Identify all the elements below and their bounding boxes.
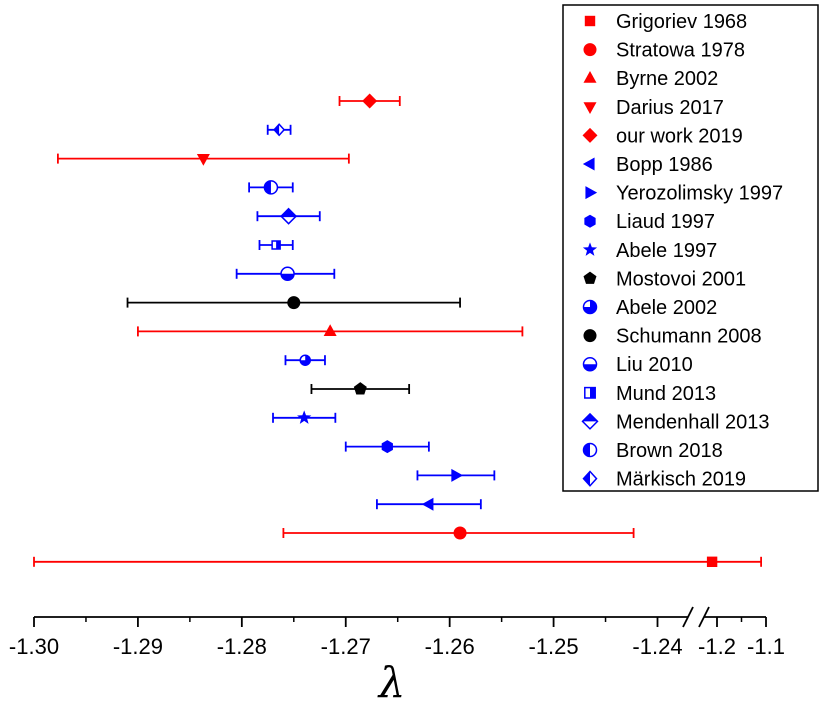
point-grigoriev-1968 <box>706 556 718 567</box>
x-tick-label: -1.28 <box>217 634 267 659</box>
x-tick-label: -1.25 <box>529 634 579 659</box>
legend-label-bopp-1986: Bopp 1986 <box>616 154 713 176</box>
x-axis-title: λ <box>377 658 406 701</box>
legend-marker-brown-2018 <box>582 442 598 458</box>
point-abele-2002 <box>299 354 311 366</box>
legend-marker-liaud-1997 <box>584 214 596 228</box>
legend-label-markisch-2019: Märkisch 2019 <box>616 469 746 491</box>
x-tick-label: -1.1 <box>747 634 785 659</box>
x-tick-label: -1.2 <box>698 634 736 659</box>
legend-label-schumann-2008: Schumann 2008 <box>616 326 762 348</box>
x-axis: -1.30 -1.29 -1.28 -1.27 -1.26 -1.25 -1.24 -1.2-… <box>9 606 785 659</box>
legend-marker-grigoriev-1968 <box>584 15 596 27</box>
point-markisch-2019 <box>273 123 286 137</box>
legend-label-liaud-1997: Liaud 1997 <box>616 211 715 233</box>
legend-label-brown-2018: Brown 2018 <box>616 440 723 462</box>
legend-marker-abele-2002 <box>582 299 598 315</box>
legend-marker-mendenhall-2013 <box>581 412 599 430</box>
x-tick-label: -1.27 <box>321 634 371 659</box>
legend-marker-darius-2017 <box>583 102 597 114</box>
legend-label-abele-1997: Abele 1997 <box>616 240 717 262</box>
point-byrne-2002 <box>323 324 337 336</box>
legend-marker-byrne-2002 <box>583 71 597 83</box>
legend-label-mendenhall-2013: Mendenhall 2013 <box>616 411 769 433</box>
legend-label-our-work-2019: our work 2019 <box>616 125 743 147</box>
legend-marker-yerozolimsky-1997 <box>585 186 598 200</box>
axis-break-mark-right <box>698 606 710 628</box>
point-mund-2013 <box>271 240 281 250</box>
legend-marker-abele-1997 <box>582 242 598 256</box>
legend-label-mund-2013: Mund 2013 <box>616 383 716 405</box>
legend-label-mostovoi-2001: Mostovoi 2001 <box>616 268 746 290</box>
plot-area <box>33 93 762 567</box>
point-mostovoi-2001 <box>353 382 367 395</box>
legend-label-abele-2002: Abele 2002 <box>616 297 717 319</box>
point-stratowa-1978 <box>453 526 467 540</box>
legend-label-stratowa-1978: Stratowa 1978 <box>616 40 745 62</box>
legend-label-grigoriev-1968: Grigoriev 1968 <box>616 11 747 33</box>
point-schumann-2008 <box>287 296 301 310</box>
legend-marker-stratowa-1978 <box>583 43 597 57</box>
point-yerozolimsky-1997 <box>451 468 464 482</box>
legend-marker-markisch-2019 <box>582 470 598 487</box>
point-liaud-1997 <box>381 440 393 454</box>
point-darius-2017 <box>196 154 210 166</box>
legend-label-liu-2010: Liu 2010 <box>616 354 693 376</box>
point-mendenhall-2013 <box>280 207 298 225</box>
axis-break-mark-left <box>682 606 694 628</box>
x-tick-label: -1.24 <box>632 634 682 659</box>
legend-label-yerozolimsky-1997: Yerozolimsky 1997 <box>616 183 783 205</box>
legend: Grigoriev 1968 Stratowa 1978 Byrne 2002 Dar… <box>562 4 819 492</box>
legend-marker-mund-2013 <box>584 386 596 399</box>
point-abele-1997 <box>297 410 312 424</box>
x-tick-label: -1.29 <box>113 634 163 659</box>
point-liu-2010 <box>280 266 295 282</box>
legend-marker-liu-2010 <box>582 356 598 372</box>
point-our-work-2019 <box>362 93 378 109</box>
legend-marker-schumann-2008 <box>583 329 597 343</box>
x-tick-label: -1.30 <box>9 634 59 659</box>
legend-marker-mostovoi-2001 <box>583 271 597 284</box>
legend-frame <box>562 4 819 492</box>
legend-marker-our-work-2019 <box>582 127 598 143</box>
x-tick-label: -1.26 <box>425 634 475 659</box>
legend-marker-bopp-1986 <box>582 157 595 171</box>
legend-label-darius-2017: Darius 2017 <box>616 97 724 119</box>
point-bopp-1986 <box>421 497 434 511</box>
point-brown-2018 <box>263 180 279 195</box>
legend-label-byrne-2002: Byrne 2002 <box>616 68 718 90</box>
